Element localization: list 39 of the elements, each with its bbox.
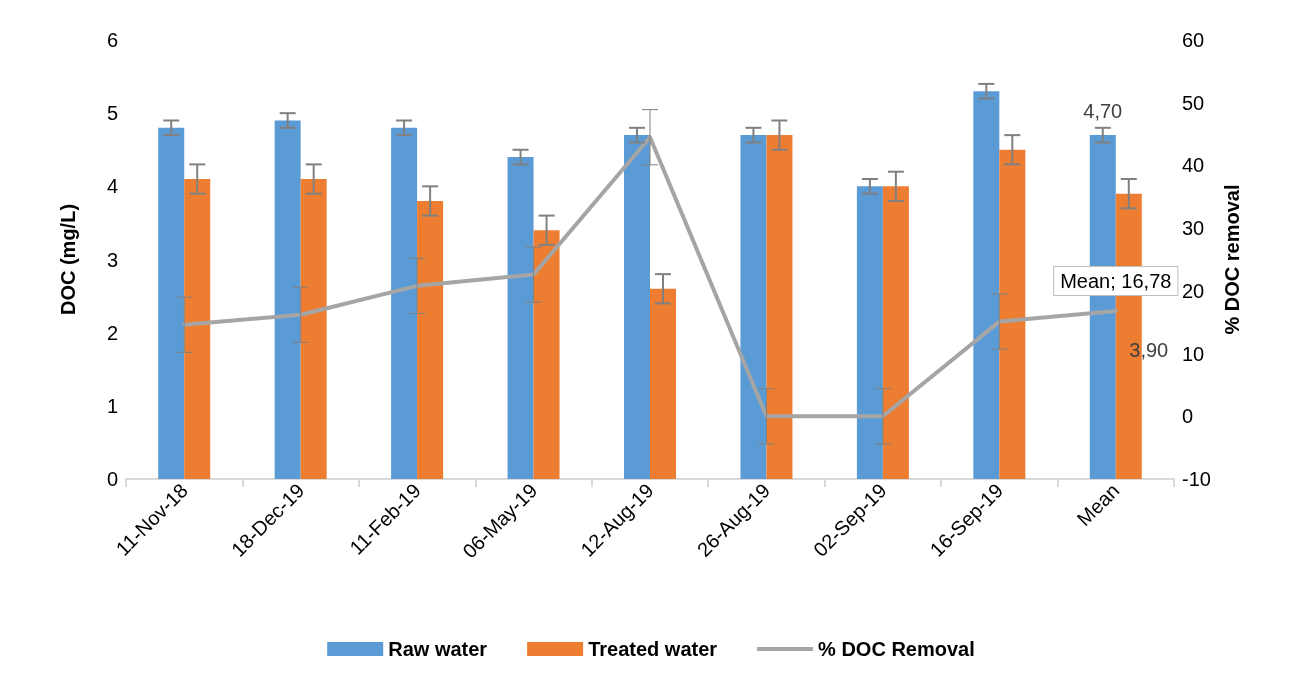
y-tick-label: 6 (106, 29, 118, 51)
y2-tick-label: 30 (1182, 217, 1205, 240)
bar (973, 91, 1000, 479)
data-label: Mean; 16,78 (1060, 270, 1172, 293)
bar (391, 127, 418, 479)
bar (507, 157, 534, 479)
legend-label: Treated water (588, 638, 718, 660)
legend-label: % DOC Removal (818, 638, 975, 660)
bar (650, 288, 676, 479)
bar (766, 135, 793, 479)
y2-tick-label: 60 (1182, 29, 1205, 51)
bar (184, 179, 211, 479)
bar (533, 230, 560, 479)
legend-label: Raw water (388, 638, 488, 660)
y-tick-label: 0 (106, 468, 118, 490)
bar (624, 135, 650, 479)
bar (417, 200, 444, 479)
bar (740, 135, 767, 479)
bar (274, 120, 301, 479)
data-label: 4,70 (1083, 100, 1123, 123)
y2-tick-label: 50 (1182, 91, 1205, 114)
bar (856, 186, 883, 479)
y-axis-title: DOC (mg/L) (57, 203, 79, 316)
bar (300, 179, 327, 479)
y2-tick-label: -10 (1182, 468, 1211, 490)
y-tick-label: 2 (106, 321, 118, 344)
y-tick-label: 5 (106, 102, 118, 125)
y2-tick-label: 0 (1182, 405, 1194, 428)
y2-tick-label: 20 (1182, 279, 1205, 302)
y-tick-label: 4 (106, 175, 118, 198)
y2-tick-label: 10 (1182, 342, 1205, 365)
bar (999, 149, 1026, 479)
bar (882, 186, 909, 479)
y-tick-label: 1 (106, 394, 118, 417)
line-series (182, 135, 1118, 419)
y-tick-label: 3 (106, 248, 118, 271)
bar (158, 127, 185, 479)
y2-axis-title: % DOC removal (1221, 184, 1243, 335)
y2-tick-label: 40 (1182, 154, 1205, 177)
